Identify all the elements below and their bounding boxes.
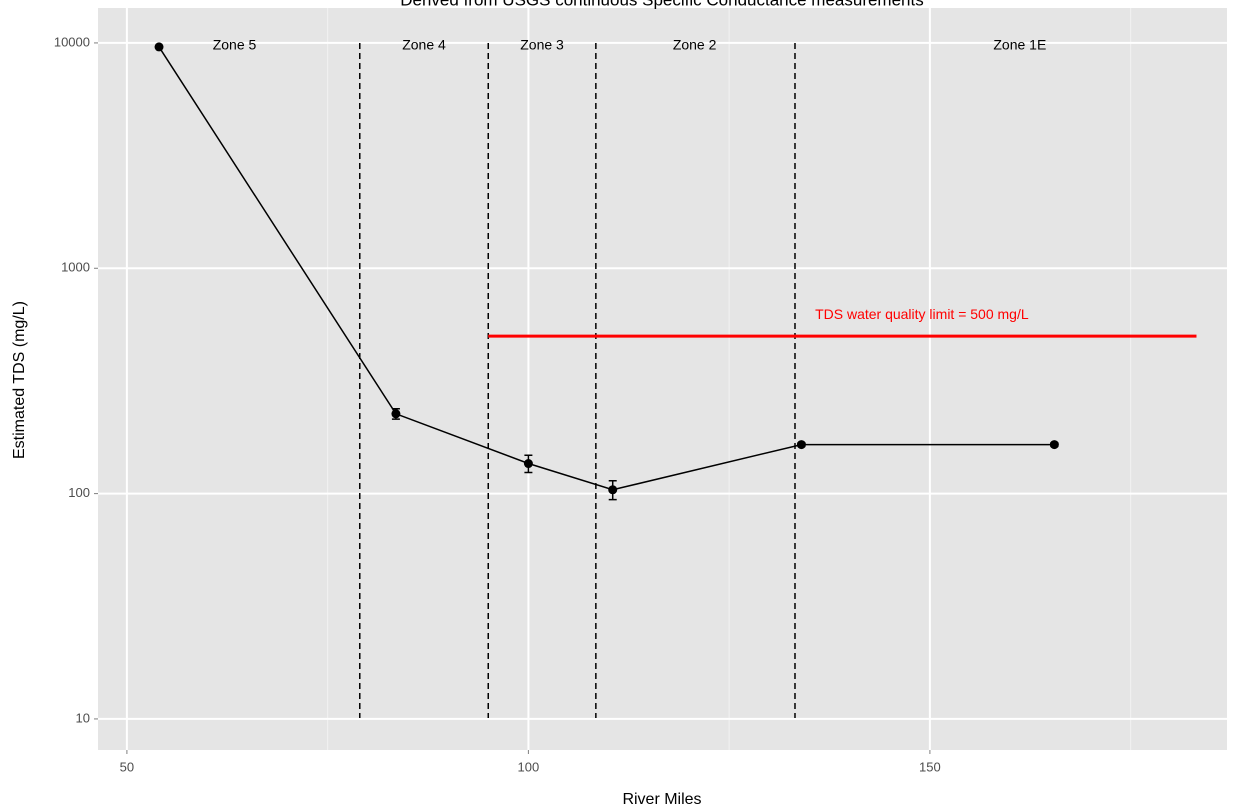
x-tick-label: 50	[120, 759, 134, 774]
data-line	[158, 46, 1055, 491]
data-point	[154, 42, 164, 52]
limit-label: TDS water quality limit = 500 mg/L	[815, 306, 1029, 322]
zone-label: Zone 5	[213, 37, 257, 53]
zone-label: Zone 4	[402, 37, 446, 53]
x-tick-label: 100	[518, 759, 540, 774]
y-tick-label: 1000	[61, 260, 90, 275]
zone-label: Zone 1E	[993, 37, 1046, 53]
y-tick-label: 10	[76, 710, 90, 725]
data-point	[391, 409, 401, 419]
y-tick-label: 10000	[54, 34, 90, 49]
x-tick-label: 150	[919, 759, 941, 774]
x-axis-label: River Miles	[622, 791, 701, 808]
data-point	[1049, 440, 1059, 450]
zone-label: Zone 2	[673, 37, 717, 53]
y-tick-label: 100	[68, 485, 90, 500]
data-point	[796, 440, 806, 450]
data-point	[608, 485, 618, 495]
zone-label: Zone 3	[520, 37, 564, 53]
panel	[98, 8, 1227, 750]
y-axis-label: Estimated TDS (mg/L)	[11, 301, 28, 459]
chart-title: Derived from USGS continuous Specific Co…	[400, 0, 923, 9]
data-point	[523, 459, 533, 469]
